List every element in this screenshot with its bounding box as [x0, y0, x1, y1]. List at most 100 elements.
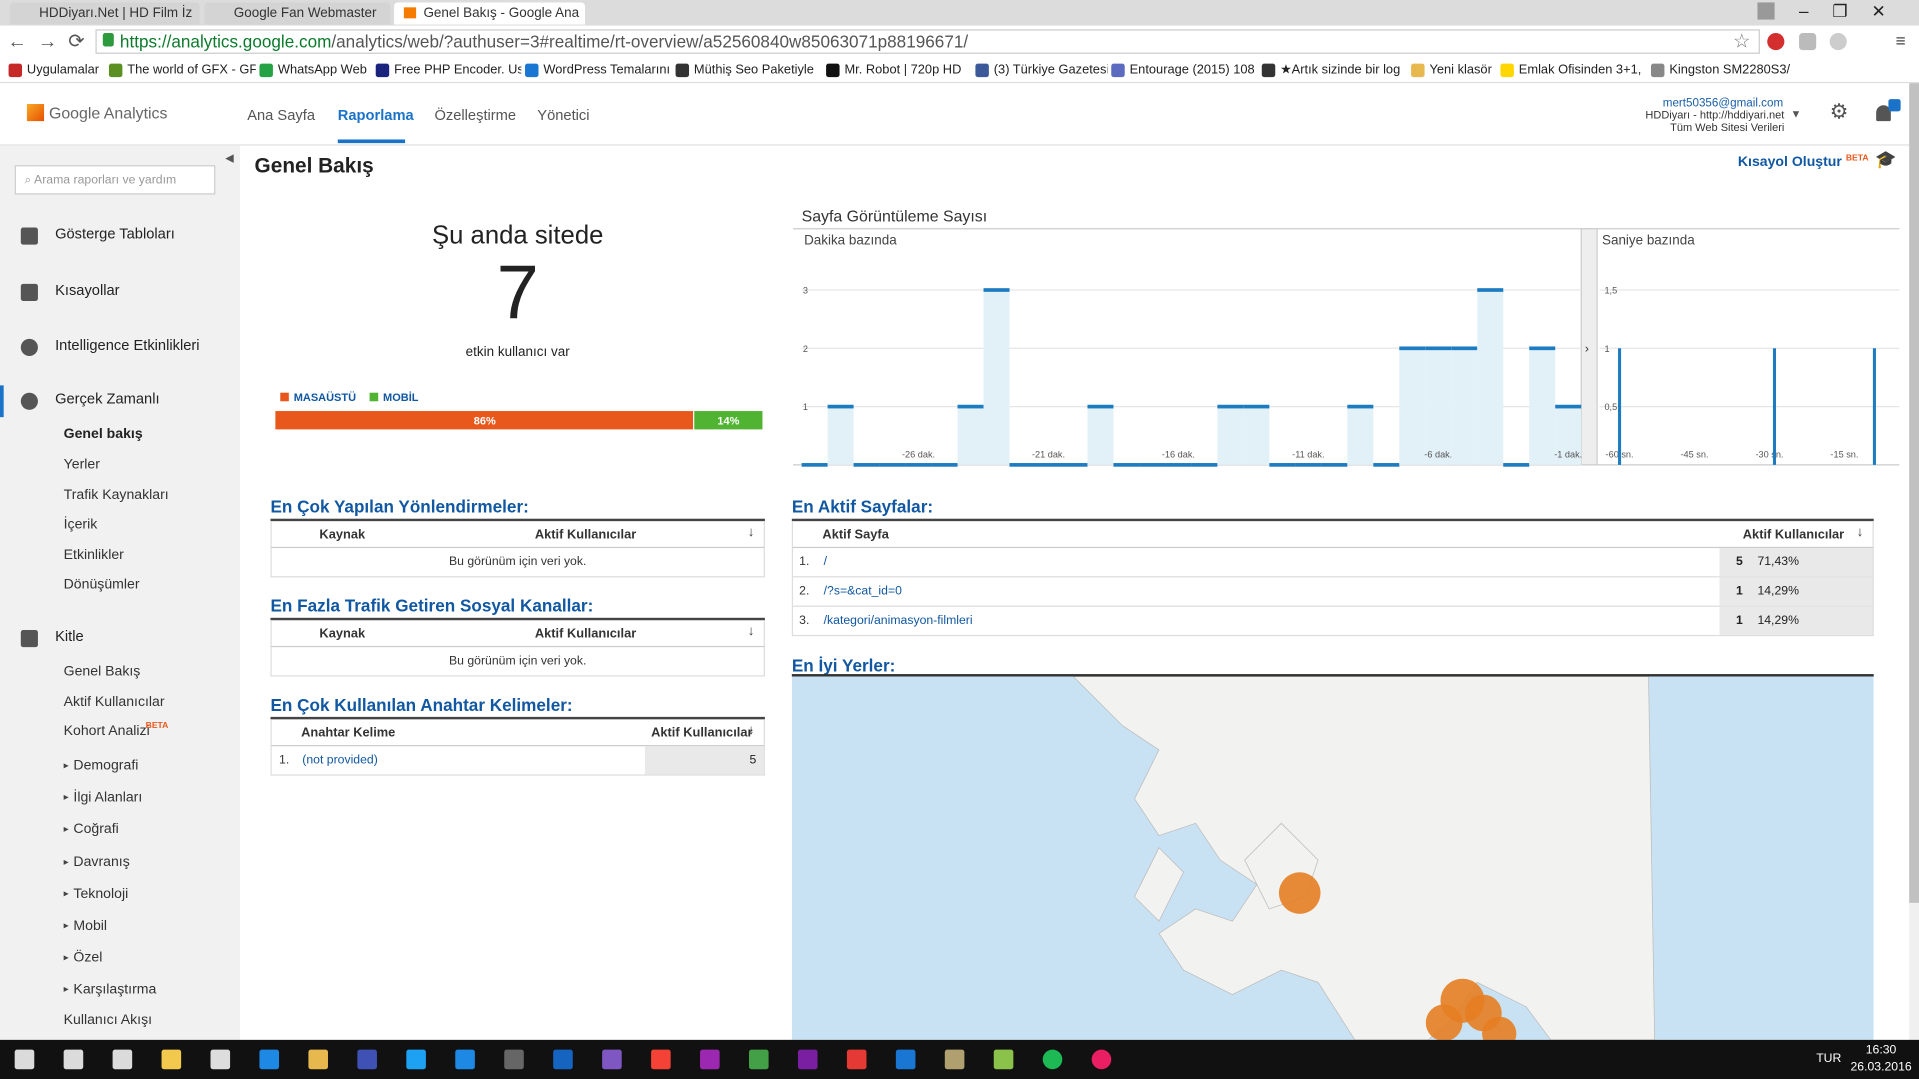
bookmark[interactable]: The world of GFX - GF: [127, 62, 256, 78]
location-bubble[interactable]: [1482, 1016, 1517, 1040]
menu[interactable]: ≡: [1895, 30, 1906, 51]
nav-section[interactable]: Intelligence Etkinlikleri: [55, 336, 200, 354]
notifications[interactable]: [1876, 105, 1891, 122]
taskbar-icon[interactable]: [210, 1049, 231, 1070]
nav-item-active[interactable]: Raporlama: [337, 106, 414, 124]
column-header[interactable]: Aktif Kullanıcılar: [534, 626, 637, 642]
location-bubble[interactable]: [1425, 1004, 1463, 1040]
nav-subitem[interactable]: Mobil: [73, 918, 108, 934]
nav-subitem[interactable]: Yerler: [63, 457, 100, 473]
account-view[interactable]: Tüm Web Sitesi Verileri: [1670, 121, 1785, 134]
taskbar-icon[interactable]: [455, 1049, 475, 1070]
taskbar-icon[interactable]: [553, 1049, 573, 1070]
column-header[interactable]: Aktif Kullanıcılar: [651, 725, 753, 741]
taskbar-icon[interactable]: [308, 1049, 328, 1070]
nav-subitem[interactable]: Davranış: [73, 855, 130, 870]
bookmark[interactable]: Müthiş Seo Paketiyle: [693, 62, 814, 78]
tab[interactable]: Google Fan Webmaster Fo: [204, 2, 391, 25]
settings[interactable]: ⚙: [1829, 100, 1849, 124]
taskbar-icon[interactable]: [700, 1049, 720, 1070]
taskbar-icon[interactable]: [259, 1049, 280, 1070]
taskbar-icon[interactable]: [14, 1049, 35, 1070]
taskbar-icon[interactable]: [748, 1049, 769, 1070]
nav-subitem[interactable]: Demografi: [73, 758, 139, 774]
page-path[interactable]: /?s=&cat_id=0: [823, 584, 902, 599]
tab-active[interactable]: Genel Bakış - Google Ana: [394, 2, 586, 25]
extension[interactable]: [1799, 33, 1817, 51]
nav-subitem[interactable]: Teknoloji: [73, 886, 129, 902]
page-path[interactable]: /: [823, 555, 828, 569]
nav-subitem[interactable]: Trafik Kaynakları: [63, 488, 169, 503]
bookmark[interactable]: WhatsApp Web: [277, 62, 367, 78]
taskbar-icon[interactable]: [993, 1049, 1014, 1070]
tab[interactable]: HDDiyarı.Net | HD Film İz: [9, 2, 200, 25]
bookmark[interactable]: Emlak Ofisinden 3+1,: [1518, 62, 1642, 78]
bookmark[interactable]: Free PHP Encoder. Us: [394, 62, 522, 78]
page-path[interactable]: /kategori/animasyon-filmleri: [823, 614, 973, 628]
account-caret[interactable]: ▼: [1790, 107, 1802, 120]
search-box[interactable]: [14, 165, 216, 195]
nav-subitem[interactable]: Etkinlikler: [63, 548, 124, 563]
clock-time[interactable]: 16:30: [1865, 1043, 1897, 1057]
nav-item[interactable]: Özelleştirme: [434, 106, 517, 124]
taskbar-icon[interactable]: [406, 1049, 426, 1070]
bookmark[interactable]: Mr. Robot | 720p HD: [844, 62, 962, 78]
nav-subitem[interactable]: Karşılaştırma: [73, 982, 157, 998]
column-header[interactable]: Anahtar Kelime: [301, 725, 396, 741]
extension[interactable]: [1829, 33, 1847, 51]
nav-section[interactable]: Kitle: [55, 627, 84, 645]
taskbar-icon[interactable]: [63, 1049, 84, 1070]
nav-subitem[interactable]: Kullanıcı Akışı: [63, 1012, 153, 1028]
language[interactable]: TUR: [1816, 1052, 1842, 1066]
taskbar-icon[interactable]: [651, 1049, 671, 1070]
shortcut-link[interactable]: Kısayol Oluştur BETA: [1738, 154, 1869, 170]
scroll-thumb[interactable]: [1909, 83, 1919, 903]
bookmark[interactable]: WordPress Temalarını: [543, 62, 671, 78]
nav-subitem[interactable]: Aktif Kullanıcılar: [63, 694, 165, 710]
taskbar-icon[interactable]: [895, 1049, 916, 1070]
account-email[interactable]: mert50356@gmail.com: [1662, 96, 1784, 111]
taskbar-icon[interactable]: [112, 1049, 133, 1070]
nav-section[interactable]: Gerçek Zamanlı: [55, 390, 160, 408]
nav-section[interactable]: Kısayollar: [55, 281, 120, 299]
location-bubble[interactable]: [1278, 872, 1321, 914]
star[interactable]: ☆: [1732, 31, 1751, 53]
nav-item[interactable]: Yönetici: [537, 106, 590, 124]
nav-section[interactable]: Gösterge Tabloları: [55, 225, 175, 243]
taskbar-icon[interactable]: [357, 1049, 377, 1070]
nav-subitem[interactable]: Kohort Analizi: [63, 724, 150, 739]
taskbar-icon[interactable]: [1091, 1049, 1112, 1070]
taskbar-icon[interactable]: [944, 1049, 965, 1070]
bookmark[interactable]: Uygulamalar: [26, 62, 100, 78]
url[interactable]: https://analytics.google.com/analytics/w…: [120, 32, 968, 52]
taskbar-icon[interactable]: [1042, 1049, 1063, 1070]
scrollbar[interactable]: [1909, 83, 1919, 1040]
nav-subitem[interactable]: Genel Bakış: [63, 664, 141, 679]
nav-subitem[interactable]: İçerik: [63, 517, 98, 533]
column-header[interactable]: Kaynak: [319, 626, 366, 642]
bookmark[interactable]: Yeni klasör: [1429, 62, 1492, 78]
account-property[interactable]: HDDiyarı - http://hddiyari.net: [1645, 108, 1785, 122]
keyword[interactable]: (not provided): [302, 753, 378, 768]
omnibox[interactable]: [95, 29, 1760, 54]
extension[interactable]: [1767, 33, 1785, 51]
column-header[interactable]: Kaynak: [319, 527, 366, 542]
taskbar-icon[interactable]: [504, 1049, 524, 1070]
window-controls[interactable]: – ❐ ✕: [1799, 1, 1886, 21]
taskbar-icon[interactable]: [797, 1049, 818, 1070]
nav-item[interactable]: Ana Sayfa: [247, 106, 315, 124]
nav-subitem[interactable]: Coğrafi: [73, 822, 119, 837]
nav-subitem[interactable]: Genel bakış: [63, 426, 143, 442]
taskbar-icon[interactable]: [846, 1049, 867, 1070]
bookmark[interactable]: (3) Türkiye Gazetesi: [993, 62, 1108, 78]
taskbar-icon[interactable]: [161, 1049, 182, 1070]
nav-subitem[interactable]: Özel: [73, 950, 103, 966]
collapse-toggle[interactable]: ◀: [225, 151, 234, 164]
column-header[interactable]: Aktif Sayfa: [822, 527, 889, 542]
bookmark[interactable]: ★Artık sizinde bir log: [1280, 62, 1401, 78]
nav-subitem[interactable]: Dönüşümler: [63, 577, 140, 593]
clock-date[interactable]: 26.03.2016: [1850, 1060, 1912, 1075]
column-header[interactable]: Aktif Kullanıcılar: [534, 527, 637, 542]
bookmark[interactable]: Entourage (2015) 108: [1129, 62, 1255, 78]
column-header[interactable]: Aktif Kullanıcılar: [1742, 527, 1845, 542]
